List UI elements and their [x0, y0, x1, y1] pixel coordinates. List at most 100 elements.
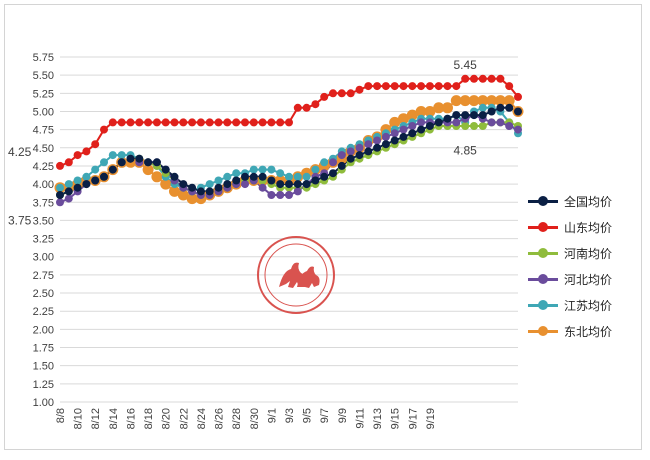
- data-point: [56, 183, 64, 192]
- data-point: [249, 172, 258, 181]
- data-point: [161, 118, 170, 127]
- data-point: [337, 161, 346, 170]
- y-tick-label: 1.25: [33, 379, 54, 391]
- y-tick-label: 3.00: [33, 252, 54, 264]
- data-point: [496, 103, 505, 112]
- legend-item: 山东均价: [526, 215, 636, 241]
- data-point: [434, 118, 443, 127]
- data-point: [505, 103, 514, 112]
- data-point: [232, 118, 241, 127]
- data-point: [285, 118, 293, 127]
- data-point: [170, 118, 179, 127]
- data-point: [390, 82, 399, 91]
- data-point: [487, 118, 496, 127]
- x-tick-label: 9/19: [425, 408, 437, 429]
- y-tick-label: 3.25: [33, 234, 54, 246]
- x-tick-label: 9/17: [407, 408, 419, 429]
- data-point: [64, 180, 73, 189]
- data-point: [399, 132, 408, 141]
- data-point: [241, 118, 249, 127]
- data-point: [355, 143, 364, 152]
- data-point: [258, 172, 267, 181]
- watermark-logo: [257, 236, 335, 314]
- x-tick-label: 8/10: [73, 408, 85, 429]
- data-point: [505, 122, 514, 130]
- y-tick-label: 2.50: [33, 288, 54, 300]
- data-point: [408, 129, 417, 138]
- data-point: [223, 180, 232, 189]
- y-tick-label: 3.75: [33, 197, 54, 209]
- y-tick-label: 4.75: [33, 125, 54, 137]
- y-tick-label: 5.00: [33, 106, 54, 118]
- legend-item: 全国均价: [526, 189, 636, 215]
- data-point: [179, 180, 188, 189]
- x-tick-label: 8/28: [231, 408, 243, 429]
- data-point: [293, 103, 302, 112]
- data-point: [364, 147, 373, 156]
- data-label: 4.25: [8, 145, 32, 159]
- data-point: [477, 95, 489, 107]
- data-point: [56, 198, 64, 207]
- data-point: [144, 118, 153, 127]
- x-axis-labels: 8/8 8/10 8/12 8/14 8/16 8/18 8/20 8/22 8/24 8/26 8…: [55, 408, 437, 429]
- data-point: [126, 154, 135, 163]
- data-point: [452, 118, 461, 127]
- data-point: [415, 106, 427, 117]
- data-point: [64, 194, 73, 203]
- data-point: [108, 151, 117, 160]
- data-point: [64, 158, 73, 167]
- data-point: [267, 176, 276, 185]
- data-point: [64, 187, 73, 196]
- data-point: [311, 165, 320, 174]
- data-point: [417, 118, 426, 127]
- data-point: [223, 172, 232, 181]
- data-point: [452, 111, 461, 120]
- x-tick-label: 9/1: [266, 408, 278, 423]
- data-point: [478, 111, 487, 120]
- data-point: [503, 95, 515, 107]
- data-point: [381, 140, 390, 149]
- data-point: [161, 165, 170, 174]
- data-point: [276, 118, 285, 127]
- data-point: [399, 82, 408, 91]
- legend-marker: [538, 326, 548, 336]
- data-point: [100, 158, 108, 167]
- y-tick-label: 4.25: [33, 161, 54, 173]
- data-point: [311, 100, 320, 109]
- data-point: [285, 172, 293, 181]
- legend-label: 河北均价: [564, 273, 613, 287]
- data-point: [346, 154, 355, 163]
- legend-label: 河南均价: [564, 247, 613, 261]
- y-tick-label: 4.50: [33, 143, 54, 155]
- data-point: [302, 172, 311, 181]
- data-point: [285, 180, 293, 189]
- x-tick-label: 8/20: [161, 408, 173, 429]
- data-point: [408, 122, 417, 130]
- data-point: [91, 140, 100, 149]
- data-point: [302, 103, 311, 112]
- data-point: [442, 102, 453, 114]
- y-tick-label: 5.50: [33, 70, 54, 82]
- legend-item: 河北均价: [526, 267, 636, 293]
- data-point: [461, 111, 470, 120]
- data-point: [186, 193, 198, 205]
- x-tick-label: 8/22: [178, 408, 190, 429]
- data-point: [496, 118, 505, 127]
- data-point: [487, 74, 496, 83]
- data-point: [276, 169, 285, 178]
- data-point: [320, 92, 329, 101]
- data-point: [196, 118, 205, 127]
- data-point: [470, 111, 478, 120]
- data-point: [514, 107, 522, 116]
- data-point: [514, 125, 522, 134]
- data-point: [364, 140, 373, 149]
- data-point: [241, 180, 249, 189]
- data-point: [91, 165, 100, 174]
- x-tick-label: 8/12: [90, 408, 102, 429]
- data-point: [267, 191, 276, 199]
- data-point: [188, 118, 197, 127]
- data-point: [494, 95, 506, 107]
- data-point: [267, 165, 276, 174]
- x-tick-label: 9/15: [390, 408, 402, 429]
- data-point: [214, 118, 223, 127]
